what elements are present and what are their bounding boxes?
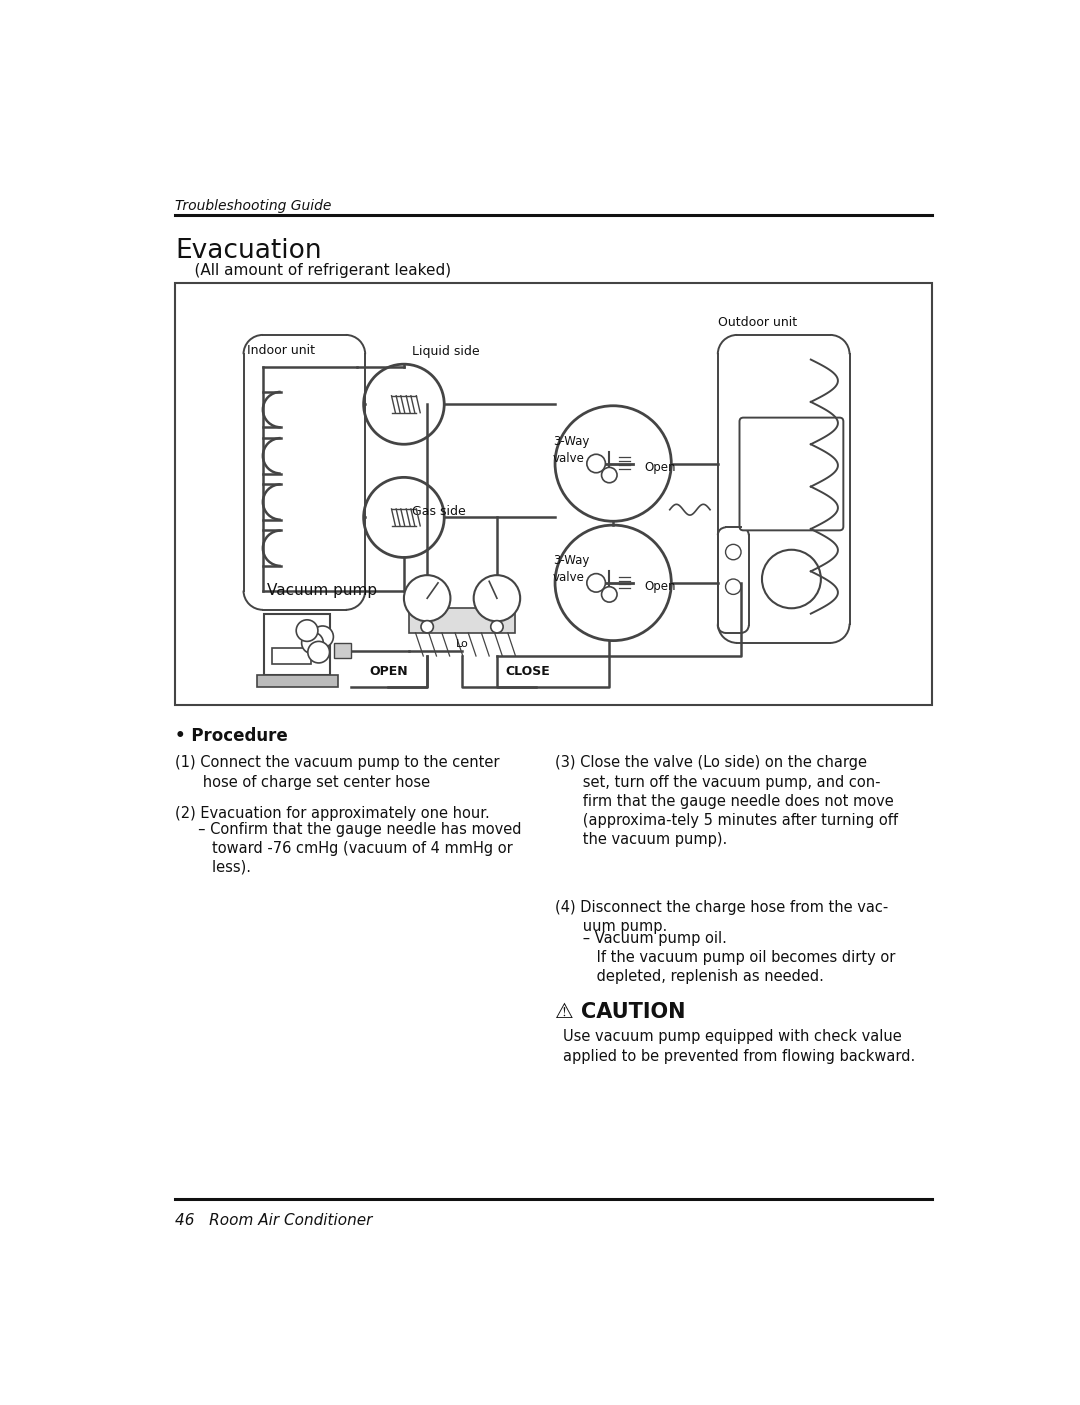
Circle shape — [312, 627, 334, 648]
Text: CLOSE: CLOSE — [505, 665, 551, 677]
Circle shape — [586, 573, 606, 592]
Text: 46   Room Air Conditioner: 46 Room Air Conditioner — [175, 1213, 373, 1228]
Circle shape — [474, 575, 521, 621]
FancyBboxPatch shape — [740, 417, 843, 530]
Text: Outdoor unit: Outdoor unit — [718, 316, 797, 329]
Circle shape — [602, 587, 617, 603]
Text: Evacuation: Evacuation — [175, 237, 322, 264]
Text: (All amount of refrigerant leaked): (All amount of refrigerant leaked) — [175, 263, 451, 278]
Circle shape — [301, 632, 323, 653]
Circle shape — [586, 454, 606, 472]
Text: • Procedure: • Procedure — [175, 726, 288, 745]
Text: 3-Way
valve: 3-Way valve — [553, 434, 589, 465]
Text: OPEN: OPEN — [369, 665, 408, 677]
Bar — [272, 648, 311, 663]
Text: Vacuum pump: Vacuum pump — [267, 583, 377, 599]
Text: – Confirm that the gauge needle has moved
        toward -76 cmHg (vacuum of 4 m: – Confirm that the gauge needle has move… — [175, 822, 522, 875]
Circle shape — [296, 620, 318, 641]
Text: Troubleshooting Guide: Troubleshooting Guide — [175, 198, 332, 212]
Text: Open: Open — [644, 461, 676, 473]
Text: Indoor unit: Indoor unit — [246, 344, 314, 357]
Text: – Vacuum pump oil.
         If the vacuum pump oil becomes dirty or
         dep: – Vacuum pump oil. If the vacuum pump oi… — [555, 932, 895, 985]
Circle shape — [308, 641, 329, 663]
Text: 3-Way
valve: 3-Way valve — [553, 554, 589, 584]
Bar — [334, 643, 351, 659]
Bar — [409, 608, 515, 632]
Text: Liquid side: Liquid side — [411, 346, 480, 358]
Text: (2) Evacuation for approximately one hour.: (2) Evacuation for approximately one hou… — [175, 806, 490, 821]
Text: Use vacuum pump equipped with check value
applied to be prevented from flowing b: Use vacuum pump equipped with check valu… — [563, 1030, 915, 1064]
Text: Open: Open — [644, 580, 676, 593]
Circle shape — [404, 575, 450, 621]
Text: Gas side: Gas side — [411, 504, 465, 518]
Circle shape — [602, 468, 617, 483]
Circle shape — [421, 621, 433, 632]
Text: Lo: Lo — [456, 639, 469, 649]
Circle shape — [490, 621, 503, 632]
Bar — [257, 676, 338, 687]
Bar — [175, 282, 932, 704]
Text: (3) Close the valve (Lo side) on the charge
      set, turn off the vacuum pump,: (3) Close the valve (Lo side) on the cha… — [555, 756, 899, 847]
Text: (4) Disconnect the charge hose from the vac-
      uum pump.: (4) Disconnect the charge hose from the … — [555, 901, 888, 934]
Bar — [265, 614, 330, 676]
Text: (1) Connect the vacuum pump to the center
      hose of charge set center hose: (1) Connect the vacuum pump to the cente… — [175, 756, 500, 790]
Text: ⚠ CAUTION: ⚠ CAUTION — [555, 1002, 686, 1021]
